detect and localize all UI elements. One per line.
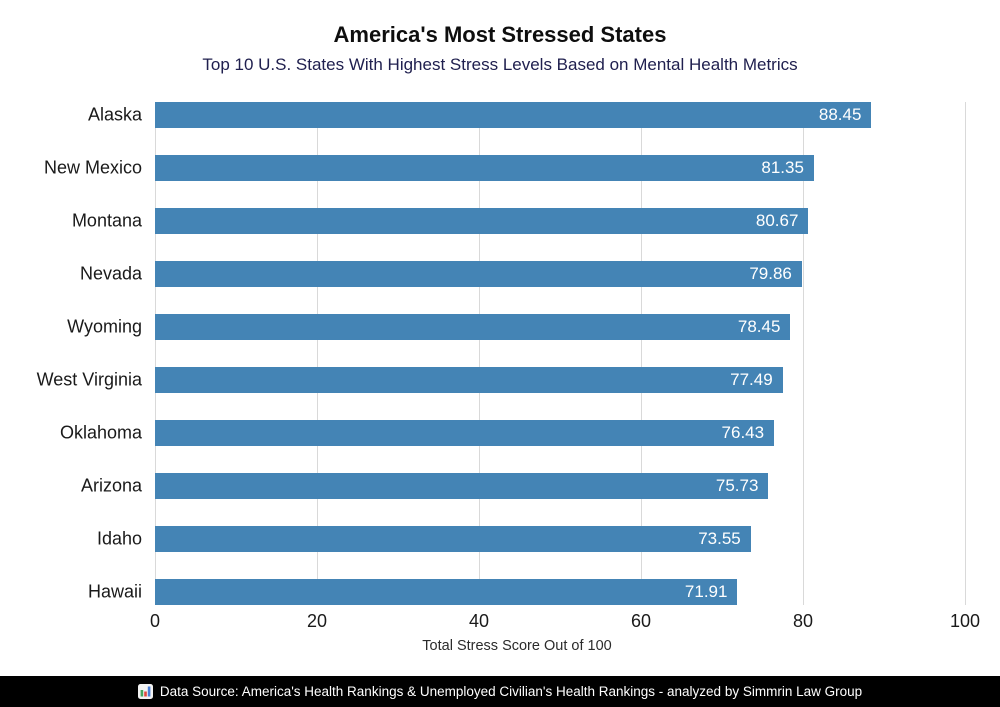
- category-label: New Mexico: [43, 157, 142, 178]
- chart-title: America's Most Stressed States: [333, 22, 667, 47]
- bar: 79.86: [155, 261, 802, 287]
- bar: 76.43: [155, 420, 775, 446]
- bar-row: Wyoming 78.45: [67, 314, 965, 340]
- category-label: Alaska: [87, 104, 142, 125]
- bar: 73.55: [155, 526, 751, 552]
- source-text: Data Source: America's Health Rankings &…: [159, 684, 863, 699]
- category-label: Oklahoma: [59, 422, 142, 443]
- source-footer: Data Source: America's Health Rankings &…: [0, 676, 1000, 707]
- bar-rows: Alaska 88.45 New Mexico 81.35 Montana 80.67 Ne…: [37, 102, 965, 605]
- gridline-60: [641, 102, 642, 605]
- bar: 78.45: [155, 314, 791, 340]
- category-label: Wyoming: [67, 316, 142, 337]
- category-label: Arizona: [80, 475, 142, 496]
- bar-row: Nevada 79.86: [80, 261, 965, 287]
- bar-row: Alaska 88.45: [88, 102, 965, 128]
- plot-area: Alaska 88.45 New Mexico 81.35 Montana 80.67 Ne…: [37, 102, 966, 605]
- x-tick-label: 60: [630, 611, 652, 631]
- bar: 81.35: [155, 155, 814, 181]
- bar-value-label: 81.35: [761, 158, 804, 177]
- bar-value-label: 75.73: [715, 476, 759, 495]
- bar: 71.91: [155, 579, 738, 605]
- category-label: West Virginia: [36, 369, 142, 390]
- bar-value-label: 76.43: [721, 423, 765, 442]
- bar-row: West Virginia 77.49: [37, 367, 965, 393]
- x-tick-label: 100: [949, 611, 981, 631]
- bar-value-label: 71.91: [684, 582, 728, 601]
- bar-row: Hawaii 71.91: [88, 579, 965, 605]
- bar-chart-icon: [137, 684, 153, 699]
- bar-value-label: 77.49: [730, 370, 773, 389]
- category-label: Idaho: [96, 528, 142, 549]
- bar: 75.73: [155, 473, 769, 499]
- bar-row: Idaho 73.55: [97, 526, 965, 552]
- x-axis-label: Total Stress Score Out of 100: [422, 638, 612, 654]
- bar-row: Arizona 75.73: [81, 473, 965, 499]
- x-tick-label: 20: [306, 611, 328, 631]
- x-tick-label: 40: [468, 611, 490, 631]
- x-axis-ticks: 0 20 40 60 80 100: [150, 611, 980, 633]
- bar-value-label: 78.45: [737, 317, 781, 336]
- x-tick-label: 0: [149, 611, 161, 631]
- gridline-0: [155, 102, 156, 605]
- chart-subtitle: Top 10 U.S. States With Highest Stress L…: [202, 55, 798, 74]
- gridline-20: [317, 102, 318, 605]
- bar: 77.49: [155, 367, 783, 393]
- x-tick-label: 80: [792, 611, 814, 631]
- category-label: Nevada: [79, 263, 142, 284]
- bar-row: Montana 80.67: [72, 208, 965, 234]
- gridline-40: [479, 102, 480, 605]
- bar-value-label: 79.86: [749, 264, 792, 283]
- category-label: Montana: [71, 210, 142, 231]
- bar-value-label: 80.67: [755, 211, 799, 230]
- bar: 88.45: [155, 102, 872, 128]
- bar-row: New Mexico 81.35: [44, 155, 965, 181]
- bar-value-label: 88.45: [818, 105, 862, 124]
- bar-row: Oklahoma 76.43: [60, 420, 965, 446]
- gridline-100: [965, 102, 966, 605]
- category-label: Hawaii: [87, 581, 142, 602]
- gridline-80: [803, 102, 804, 605]
- bar: 80.67: [155, 208, 809, 234]
- bar-value-label: 73.55: [698, 529, 741, 548]
